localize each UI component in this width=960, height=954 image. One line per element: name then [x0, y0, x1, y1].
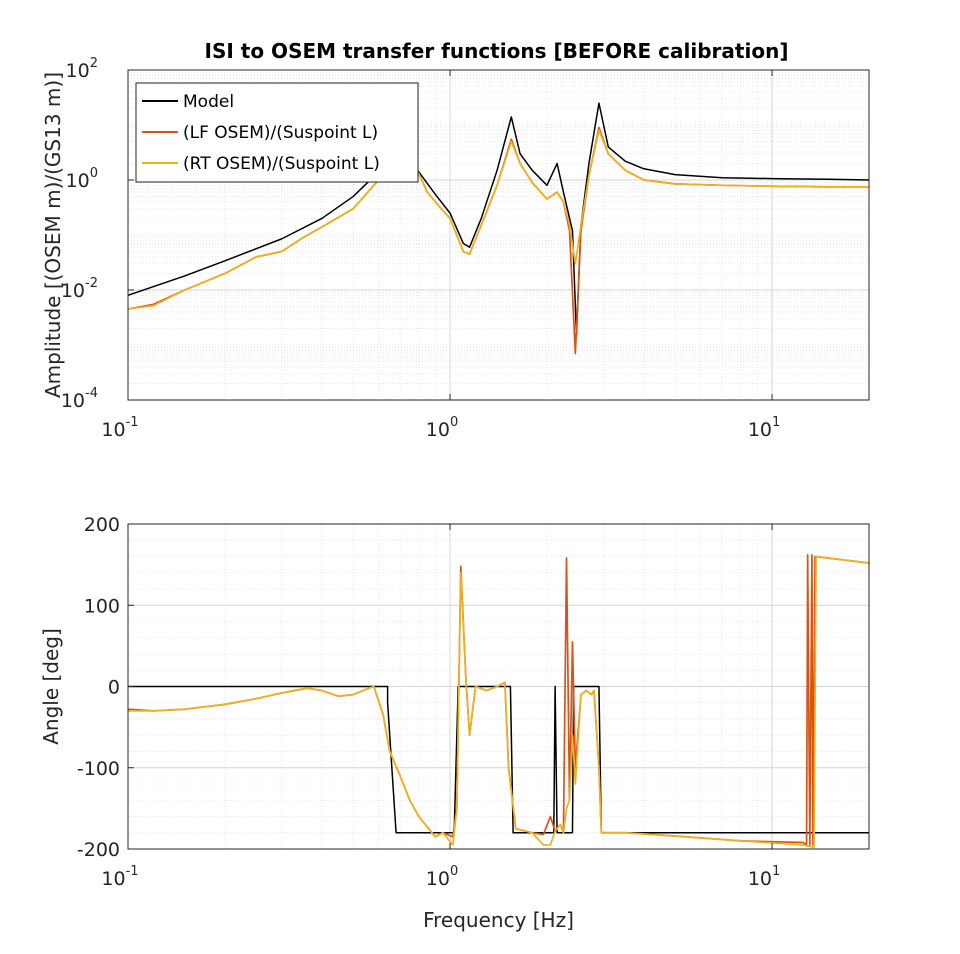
- legend-box: [135, 82, 419, 183]
- y-tick-label: 10-2: [61, 276, 98, 302]
- legend: Model (LF OSEM)/(Suspoint L) (RT OSEM)/(…: [135, 82, 419, 183]
- x-tick-exponent: 0: [450, 415, 458, 430]
- y-tick-base: 10: [61, 390, 85, 412]
- x-tick-label: 100: [426, 415, 458, 441]
- legend-label-model: Model: [183, 92, 234, 112]
- x-tick-base: 10: [101, 419, 125, 441]
- amplitude-axes-frame: [127, 69, 870, 401]
- x-tick-base: 10: [426, 868, 450, 890]
- y-tick-label: 200: [84, 514, 120, 536]
- series-line-rt-osem: [128, 129, 869, 310]
- y-tick-label: -100: [77, 758, 120, 780]
- y-tick-label: 102: [66, 56, 98, 82]
- x-tick-base: 10: [748, 868, 772, 890]
- chart-title: ISI to OSEM transfer functions [BEFORE c…: [205, 39, 789, 63]
- y-tick-exponent: 0: [90, 166, 98, 181]
- x-tick-base: 10: [748, 419, 772, 441]
- x-tick-exponent: -1: [126, 864, 139, 879]
- y-tick-label: 0: [108, 677, 120, 699]
- frequency-x-axis-label: Frequency [Hz]: [423, 908, 574, 932]
- y-tick-exponent: -4: [85, 386, 98, 401]
- phase-y-axis-label: Angle [deg]: [39, 628, 63, 745]
- y-tick-exponent: 2: [90, 56, 98, 71]
- y-tick-label: 100: [84, 595, 120, 617]
- phase-series: [128, 554, 869, 849]
- y-tick-base: 10: [66, 60, 90, 82]
- x-tick-label: 101: [748, 864, 780, 890]
- y-tick-base: 10: [61, 280, 85, 302]
- y-tick-base: 10: [66, 170, 90, 192]
- y-tick-label: 100: [66, 166, 98, 192]
- x-tick-label: 10-1: [101, 864, 138, 890]
- x-tick-base: 10: [426, 419, 450, 441]
- x-tick-exponent: 1: [772, 415, 780, 430]
- x-tick-exponent: -1: [126, 415, 139, 430]
- x-tick-label: 100: [426, 864, 458, 890]
- x-tick-exponent: 0: [450, 864, 458, 879]
- x-tick-label: 101: [748, 415, 780, 441]
- y-tick-exponent: -2: [85, 276, 98, 291]
- y-tick-label: -200: [77, 839, 120, 861]
- x-tick-base: 10: [101, 868, 125, 890]
- y-tick-label: 10-4: [61, 386, 98, 412]
- x-tick-exponent: 1: [772, 864, 780, 879]
- amplitude-y-axis-label: Amplitude [(OSEM m)/(GS13 m)]: [41, 72, 65, 398]
- series-line-rt-osem: [128, 555, 869, 849]
- legend-label-rt-osem: (RT OSEM)/(Suspoint L): [183, 154, 380, 174]
- legend-label-lf-osem: (LF OSEM)/(Suspoint L): [183, 123, 378, 143]
- x-tick-label: 10-1: [101, 415, 138, 441]
